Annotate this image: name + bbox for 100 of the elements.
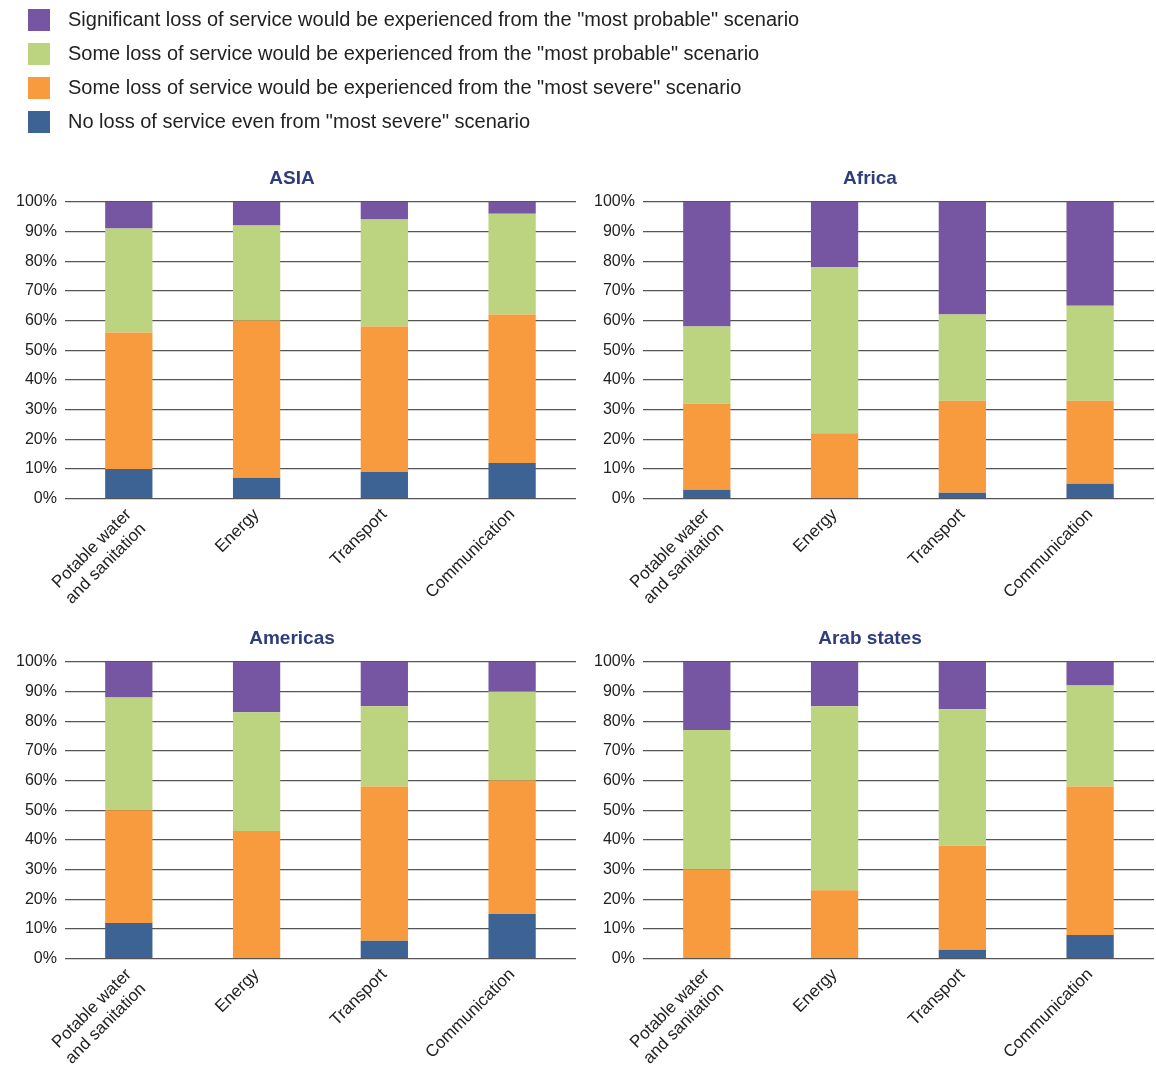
bar bbox=[938, 400, 986, 493]
bar bbox=[1066, 483, 1114, 499]
bar bbox=[105, 228, 153, 333]
legend-label: No loss of service even from "most severe" scenario bbox=[68, 110, 531, 133]
y-tick-label: 40% bbox=[24, 830, 57, 848]
y-tick-label: 0% bbox=[33, 949, 57, 967]
bar bbox=[105, 923, 153, 959]
bar bbox=[360, 326, 408, 472]
y-tick-label: 80% bbox=[602, 251, 635, 269]
y-tick-label: 90% bbox=[602, 681, 635, 699]
y-tick-label: 50% bbox=[24, 800, 57, 818]
bar bbox=[1066, 305, 1114, 401]
bar bbox=[810, 706, 859, 891]
y-tick-label: 20% bbox=[602, 429, 635, 447]
y-tick-label: 80% bbox=[24, 251, 57, 269]
bar bbox=[488, 661, 536, 692]
bar bbox=[488, 463, 536, 499]
bar bbox=[683, 661, 731, 731]
bar bbox=[683, 730, 731, 870]
bar bbox=[232, 225, 281, 321]
y-tick-label: 10% bbox=[24, 459, 57, 477]
bar bbox=[1066, 934, 1114, 959]
y-tick-label: 70% bbox=[24, 741, 57, 759]
bar bbox=[360, 471, 408, 499]
y-tick-label: 10% bbox=[602, 919, 635, 937]
bar bbox=[488, 780, 536, 915]
bar bbox=[1066, 786, 1114, 935]
y-tick-label: 20% bbox=[602, 889, 635, 907]
y-tick-label: 30% bbox=[602, 399, 635, 417]
bar bbox=[360, 201, 408, 220]
y-tick-label: 50% bbox=[24, 340, 57, 358]
bar bbox=[683, 869, 731, 959]
y-tick-label: 80% bbox=[602, 711, 635, 729]
y-tick-label: 30% bbox=[24, 859, 57, 877]
y-tick-label: 90% bbox=[24, 681, 57, 699]
legend-label: Significant loss of service would be experienced from the "most probable" scenario bbox=[68, 8, 800, 31]
chart-title: ASIA bbox=[269, 166, 315, 188]
bar bbox=[1066, 201, 1114, 306]
bar bbox=[810, 201, 859, 268]
bar bbox=[683, 489, 731, 499]
y-tick-label: 30% bbox=[24, 399, 57, 417]
y-tick-label: 10% bbox=[24, 919, 57, 937]
bar bbox=[938, 492, 986, 499]
bar bbox=[488, 213, 536, 315]
bar bbox=[810, 433, 859, 499]
y-tick-label: 0% bbox=[33, 489, 57, 507]
bar bbox=[105, 661, 153, 698]
y-tick-label: 0% bbox=[611, 949, 635, 967]
bar bbox=[938, 709, 986, 846]
bar bbox=[105, 332, 153, 469]
bar bbox=[232, 477, 281, 499]
chart-title: Africa bbox=[843, 166, 898, 188]
bar bbox=[360, 706, 408, 787]
y-tick-label: 10% bbox=[602, 459, 635, 477]
bar bbox=[232, 712, 281, 831]
bar bbox=[232, 661, 281, 713]
legend-label: Some loss of service would be experienced from the "most probable" scenario bbox=[68, 42, 760, 65]
bar bbox=[1066, 685, 1114, 787]
y-tick-label: 90% bbox=[602, 221, 635, 239]
y-tick-label: 30% bbox=[602, 859, 635, 877]
y-tick-label: 70% bbox=[602, 281, 635, 299]
bar bbox=[683, 201, 731, 327]
bar bbox=[232, 831, 281, 959]
bar bbox=[232, 201, 281, 226]
bar bbox=[488, 201, 536, 214]
y-tick-label: 20% bbox=[24, 889, 57, 907]
y-tick-label: 50% bbox=[602, 340, 635, 358]
y-tick-label: 60% bbox=[24, 310, 57, 328]
bar bbox=[938, 845, 986, 950]
y-tick-label: 40% bbox=[602, 370, 635, 388]
y-tick-label: 70% bbox=[602, 741, 635, 759]
bar bbox=[810, 661, 859, 707]
bar bbox=[105, 810, 153, 924]
y-tick-label: 50% bbox=[602, 800, 635, 818]
legend-label: Some loss of service would be experienced from the "most severe" scenario bbox=[68, 76, 742, 99]
y-tick-label: 70% bbox=[24, 281, 57, 299]
y-tick-label: 90% bbox=[24, 221, 57, 239]
y-tick-label: 60% bbox=[24, 770, 57, 788]
y-tick-label: 0% bbox=[611, 489, 635, 507]
y-tick-label: 100% bbox=[16, 652, 57, 670]
bar bbox=[488, 691, 536, 781]
bar bbox=[1066, 400, 1114, 484]
bar bbox=[683, 326, 731, 404]
bar bbox=[938, 314, 986, 401]
y-tick-label: 40% bbox=[24, 370, 57, 388]
y-tick-label: 20% bbox=[24, 429, 57, 447]
y-tick-label: 100% bbox=[16, 192, 57, 210]
bar bbox=[360, 940, 408, 959]
bar bbox=[360, 219, 408, 327]
y-tick-label: 100% bbox=[594, 652, 635, 670]
bar bbox=[232, 320, 281, 478]
bar bbox=[105, 468, 153, 499]
y-tick-label: 100% bbox=[594, 192, 635, 210]
bar bbox=[105, 201, 153, 229]
y-tick-label: 60% bbox=[602, 310, 635, 328]
bar bbox=[360, 661, 408, 707]
bar bbox=[488, 314, 536, 464]
bar bbox=[360, 786, 408, 941]
bar bbox=[683, 403, 731, 490]
bar bbox=[938, 201, 986, 315]
